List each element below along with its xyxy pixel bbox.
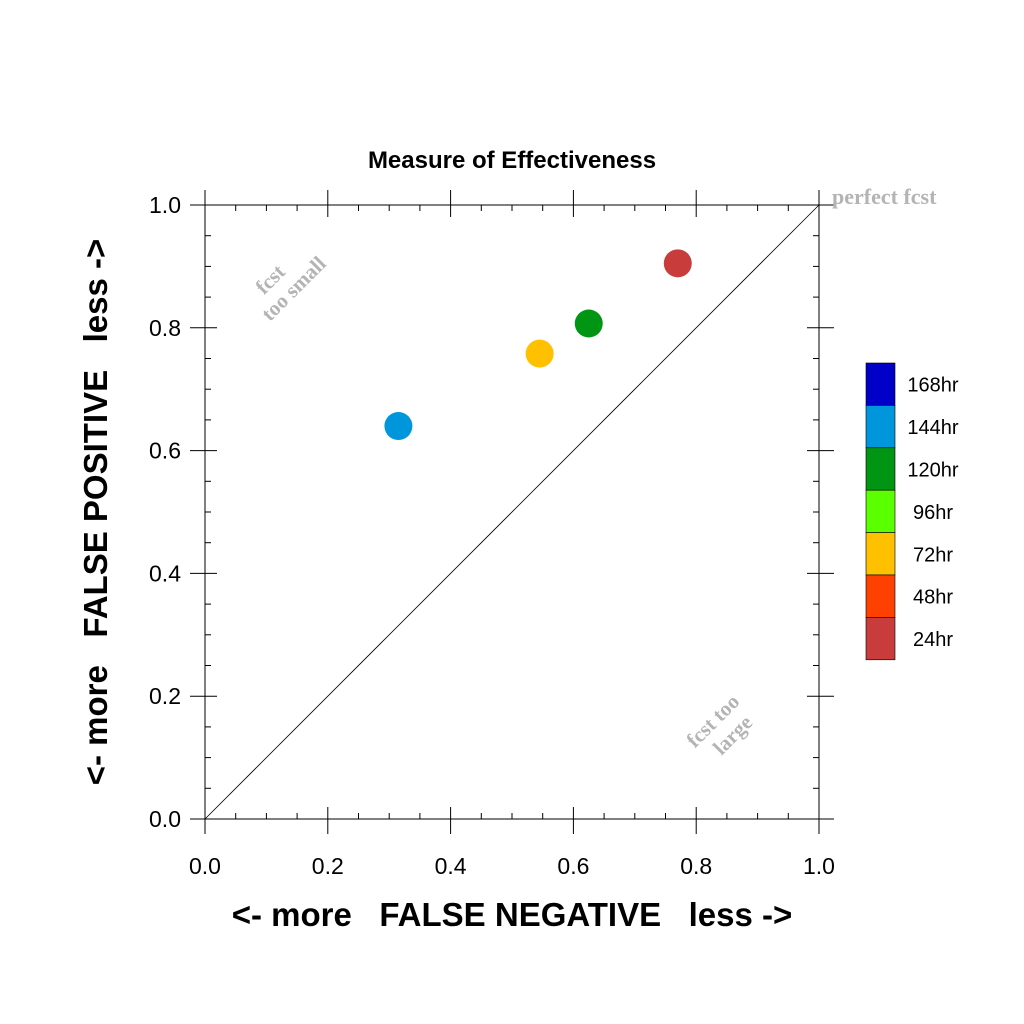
perfect-forecast-diagonal <box>204 204 820 820</box>
legend-swatch-168hr <box>865 362 896 406</box>
y-tick-label: 0.2 <box>149 683 181 709</box>
legend-label-168hr: 168hr <box>907 375 958 397</box>
axis-ticks: 0.0 0.0 0.2 0.2 0.4 0.4 0.6 0.6 0.8 0.8 1.0 1.0 <box>149 190 835 879</box>
x-tick-label: 0.4 <box>435 853 467 879</box>
legend-swatch-120hr <box>865 447 896 491</box>
y-axis-label: <- more FALSE POSITIVE less -> <box>77 239 114 786</box>
legend-swatch-144hr <box>865 405 896 449</box>
data-point-24hr <box>663 249 692 278</box>
data-point-72hr <box>525 339 554 368</box>
chart-title: Measure of Effectiveness <box>368 147 656 174</box>
legend-swatch-48hr <box>865 574 896 618</box>
legend-label-144hr: 144hr <box>907 417 958 439</box>
legend-label-72hr: 72hr <box>913 544 953 566</box>
x-tick-label: 0.0 <box>189 853 221 879</box>
y-tick-label: 0.8 <box>149 315 181 341</box>
annotation-perfect-fcst: perfect fcst <box>832 184 937 209</box>
y-tick-label: 0.0 <box>149 806 181 832</box>
legend-label-120hr: 120hr <box>907 460 958 482</box>
x-tick-label: 1.0 <box>803 853 835 879</box>
legend-swatch-72hr <box>865 532 896 576</box>
data-point-144hr <box>384 412 413 441</box>
legend-label-96hr: 96hr <box>913 502 953 524</box>
legend-label-48hr: 48hr <box>913 587 953 609</box>
legend-swatch-96hr <box>865 489 896 533</box>
y-tick-label: 0.4 <box>149 560 181 586</box>
x-tick-label: 0.8 <box>680 853 712 879</box>
data-point-120hr <box>574 309 603 338</box>
legend-swatch-24hr <box>865 617 896 661</box>
y-tick-label: 1.0 <box>149 192 181 218</box>
x-tick-label: 0.6 <box>557 853 589 879</box>
y-tick-label: 0.6 <box>149 438 181 464</box>
x-axis-label: <- more FALSE NEGATIVE less -> <box>232 896 793 933</box>
legend-label-24hr: 24hr <box>913 629 953 651</box>
annotation-fcst-too-large: fcst too large <box>681 689 757 759</box>
legend: 168hr 144hr 120hr 96hr 72hr 48hr 24hr <box>865 362 959 661</box>
plot-area: 0.0 0.0 0.2 0.2 0.4 0.4 0.6 0.6 0.8 0.8 1.0 1.0 <box>149 190 835 879</box>
x-tick-label: 0.2 <box>312 853 344 879</box>
data-points <box>384 249 692 441</box>
annotation-fcst-too-small: fcst too small <box>251 251 331 325</box>
